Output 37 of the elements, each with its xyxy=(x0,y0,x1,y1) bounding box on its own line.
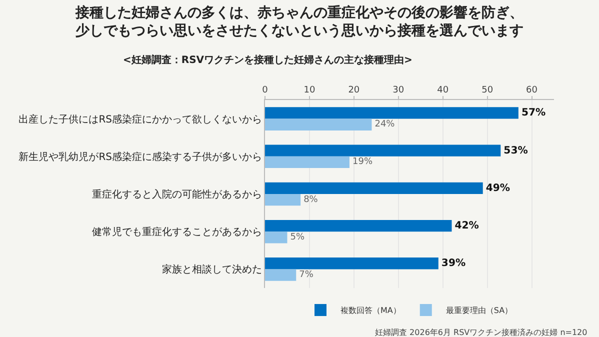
x-tick-label: 40 xyxy=(437,85,449,96)
y-tick-label: 家族と相談して決めた xyxy=(162,264,262,276)
chart-subtitle: <妊婦調査：RSVワクチンを接種した妊婦さんの主な接種理由> xyxy=(123,54,412,66)
bar xyxy=(265,194,301,206)
chart-title: 接種した妊婦さんの多くは、赤ちゃんの重症化やその後の影響を防ぎ、少しでもつらい思いをさせたくないという思いから接種を選んでいます xyxy=(74,4,524,40)
y-tick-label: 出産した子供にはRS感染症にかかって欲しくないから xyxy=(18,113,262,126)
bar xyxy=(265,118,372,130)
y-tick-label: 健常児でも重症化することがあるから xyxy=(92,226,262,238)
data-label: 49% xyxy=(486,182,510,194)
x-tick-label: 50 xyxy=(482,85,494,96)
x-tick-label: 0 xyxy=(262,85,268,96)
bar xyxy=(265,144,501,156)
bar xyxy=(265,220,452,232)
legend-label: 最重要理由（SA） xyxy=(446,306,513,316)
x-tick-label: 30 xyxy=(392,85,404,96)
data-label: 19% xyxy=(352,157,373,168)
x-tick-label: 60 xyxy=(526,85,538,96)
bar xyxy=(265,258,438,270)
data-label: 7% xyxy=(299,270,314,280)
data-label: 42% xyxy=(454,220,479,232)
bar xyxy=(265,107,518,119)
data-label: 57% xyxy=(521,108,546,119)
y-tick-label: 新生児や乳幼児がRS感染症に感染する子供が多いから xyxy=(18,150,262,163)
data-label: 5% xyxy=(290,232,305,242)
bar xyxy=(265,269,296,281)
text: 妊婦調査 2026年6月 RSVワクチン接種済みの妊婦 n=120 xyxy=(375,328,588,337)
data-label: 39% xyxy=(441,258,466,270)
data-label: 53% xyxy=(504,145,528,156)
bar xyxy=(265,232,288,244)
x-tick-label: 20 xyxy=(348,85,360,96)
legend-label: 複数回答（MA） xyxy=(340,306,401,316)
y-tick-label: 重症化すると入院の可能性があるから xyxy=(92,188,262,200)
bar xyxy=(265,156,350,168)
bar xyxy=(265,182,483,194)
x-tick-label: 10 xyxy=(304,85,316,96)
data-label: 8% xyxy=(304,194,318,205)
data-label: 24% xyxy=(374,120,396,130)
